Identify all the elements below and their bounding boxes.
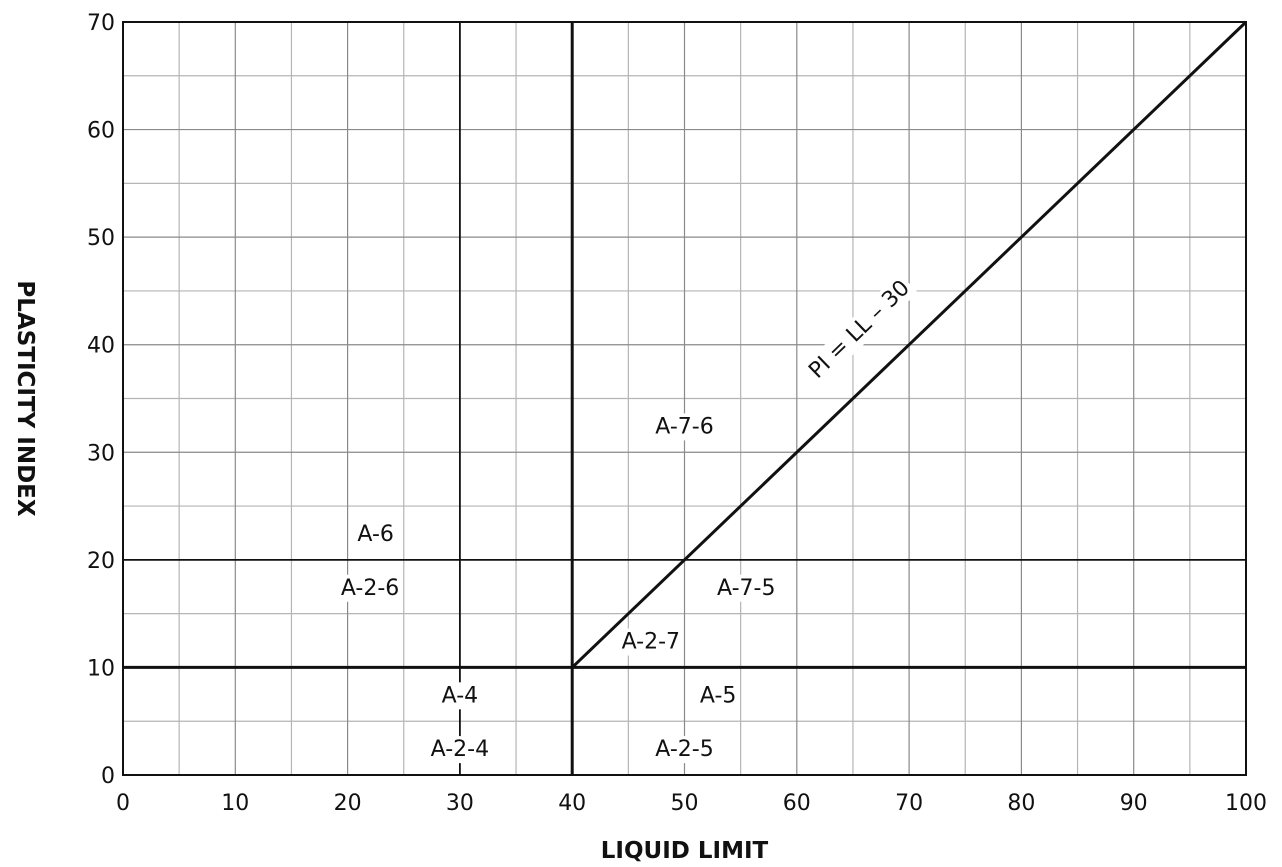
y-tick-label: 10 [87, 656, 115, 681]
region-label: A-5 [696, 682, 740, 710]
label-background [801, 272, 918, 387]
x-tick-label: 40 [558, 791, 586, 816]
region-label-text: A-2-6 [341, 576, 399, 601]
x-axis-title: LIQUID LIMIT [601, 838, 769, 864]
label-background [427, 736, 493, 764]
region-label-text: A-2-4 [431, 737, 489, 762]
x-tick-label: 80 [1007, 791, 1035, 816]
y-tick-label: 50 [87, 226, 115, 251]
label-background [354, 520, 397, 548]
region-label: A-7-5 [714, 574, 779, 602]
region-label-text: A-5 [700, 683, 737, 708]
region-label-text: PI = LL – 30 [804, 276, 915, 384]
region-label: A-2-6 [337, 574, 403, 602]
y-tick-label: 20 [87, 549, 115, 574]
region-label: PI = LL – 30 [801, 272, 918, 387]
x-tick-label: 10 [221, 791, 249, 816]
label-background [337, 574, 403, 602]
region-label-text: A-4 [442, 683, 479, 708]
label-background [652, 413, 717, 441]
boundary-line-diagonal [571, 20, 1248, 669]
x-tick-label: 30 [446, 791, 474, 816]
x-tick-label: 90 [1120, 791, 1148, 816]
y-tick-label: 70 [87, 11, 115, 36]
x-tick-label: 60 [783, 791, 811, 816]
plot-frame [122, 21, 1247, 776]
region-label: A-2-5 [652, 736, 717, 764]
x-tick-label: 20 [334, 791, 362, 816]
x-tick-labels: 0 10 20 30 40 50 60 70 80 90 100 [116, 791, 1267, 816]
region-label-text: A-7-6 [655, 414, 713, 439]
label-background [618, 628, 684, 656]
label-background [714, 574, 779, 602]
region-label-text: A-2-5 [655, 737, 713, 762]
y-axis-title: PLASTICITY INDEX [12, 280, 38, 517]
y-tick-label: 60 [87, 119, 115, 144]
y-tick-label: 40 [87, 334, 115, 359]
x-tick-label: 70 [895, 791, 923, 816]
y-tick-label: 30 [87, 441, 115, 466]
region-label: A-4 [438, 682, 482, 710]
y-tick-label: 0 [101, 764, 115, 789]
boundary-lines [123, 20, 1248, 775]
region-label: A-6 [354, 520, 397, 548]
region-label-text: A-7-5 [717, 576, 775, 601]
region-label: A-2-4 [427, 736, 493, 764]
region-label: A-2-7 [618, 628, 684, 656]
x-tick-label: 100 [1225, 791, 1267, 816]
region-label: A-7-6 [652, 413, 717, 441]
label-background [438, 682, 482, 710]
x-tick-label: 50 [671, 791, 699, 816]
x-tick-label: 0 [116, 791, 130, 816]
label-background [652, 736, 717, 764]
label-background [696, 682, 740, 710]
region-label-text: A-2-7 [622, 630, 680, 655]
y-tick-labels: 0 10 20 30 40 50 60 70 [87, 11, 115, 789]
region-label-text: A-6 [357, 522, 394, 547]
